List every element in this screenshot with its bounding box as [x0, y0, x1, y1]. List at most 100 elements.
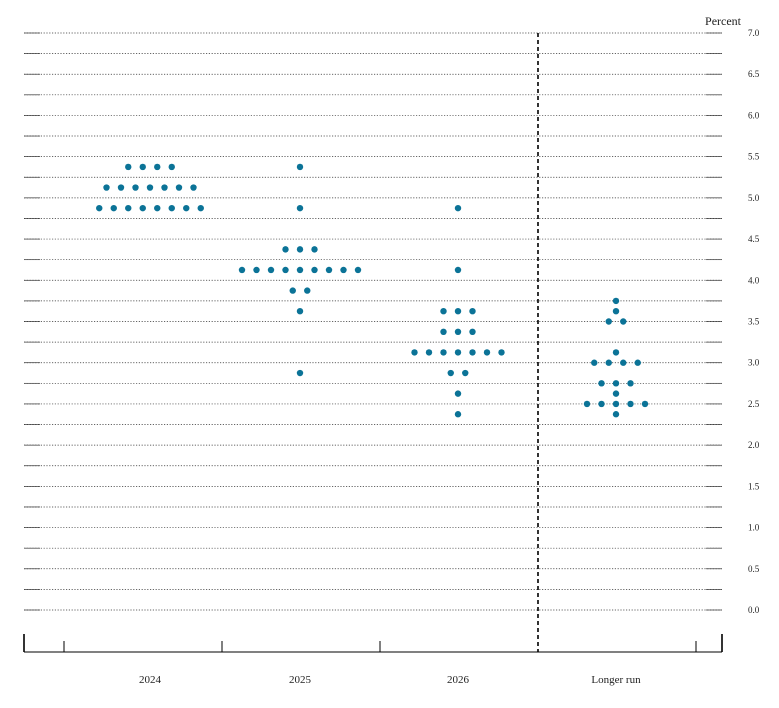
dot-point — [304, 287, 311, 294]
dot-point — [139, 204, 146, 212]
dot-point — [117, 184, 125, 191]
dot-point — [183, 204, 190, 212]
y-tick-label: 7.0 — [748, 28, 760, 38]
dot-point — [612, 380, 620, 387]
dot-point — [311, 266, 318, 274]
dot-point — [289, 287, 296, 294]
x-category-labels: 2024 2025 2026 Longer run — [139, 674, 641, 686]
dot-point — [627, 400, 634, 408]
dot-point — [238, 266, 246, 274]
dot-point — [469, 349, 476, 356]
y-tick-label: 2.5 — [748, 399, 760, 409]
dot-point — [125, 204, 132, 212]
dot-point — [168, 204, 175, 212]
dot-point — [197, 204, 204, 212]
dot-point — [325, 266, 333, 274]
dot-point — [96, 204, 103, 212]
dot-point — [154, 163, 161, 171]
dot-point — [591, 359, 598, 366]
dot-point — [440, 307, 447, 315]
y-tick-label: 1.5 — [748, 481, 760, 491]
y-tick-label: 4.5 — [748, 234, 760, 244]
dot-point — [296, 204, 304, 212]
dot-point — [296, 369, 304, 377]
dot-point — [620, 359, 627, 366]
dot-point — [267, 266, 275, 274]
y-tick-label: 6.5 — [748, 69, 760, 79]
dot-point — [612, 411, 620, 418]
dot-point — [612, 297, 620, 305]
dot-point — [296, 246, 304, 253]
y-tick-labels: 0.0 0.5 1.0 1.5 2.0 2.5 3.0 3.5 4.0 4.5 5.0 5.5 6.0 6… — [748, 28, 760, 615]
dot-point — [598, 380, 605, 387]
dot-point — [454, 349, 462, 356]
gridlines — [24, 32, 722, 611]
dot-point — [612, 390, 620, 397]
dot-point — [634, 359, 641, 366]
dot-point — [483, 349, 491, 356]
dot-point — [296, 163, 304, 171]
y-tick-label: 5.5 — [748, 152, 760, 162]
dot-point — [440, 328, 447, 336]
dot-point — [139, 163, 146, 171]
dot-point — [462, 369, 469, 377]
y-tick-label: 0.0 — [748, 605, 760, 615]
dot-point — [627, 380, 634, 387]
y-tick-label: 1.0 — [748, 523, 760, 533]
dot-point — [440, 349, 447, 356]
dot-point — [612, 349, 620, 356]
dot-point — [612, 307, 620, 315]
dot-point — [154, 204, 161, 212]
dot-point — [583, 400, 591, 408]
dot-point — [447, 369, 454, 377]
dot-point — [641, 400, 649, 408]
unit-label: Percent — [705, 14, 742, 28]
dot-point — [411, 349, 418, 356]
dot-point — [296, 307, 304, 315]
y-tick-label: 5.0 — [748, 193, 760, 203]
dot-point — [311, 246, 318, 253]
dot-point — [110, 204, 117, 212]
dot-point — [598, 400, 605, 408]
dot-point — [612, 400, 620, 408]
dot-point — [354, 266, 362, 274]
dot-point — [146, 184, 154, 191]
dots — [96, 163, 649, 418]
dot-point — [454, 390, 462, 397]
dot-point — [161, 184, 168, 191]
y-tick-label: 3.5 — [748, 317, 760, 327]
dot-point — [296, 266, 304, 274]
y-tick-label: 4.0 — [748, 275, 760, 285]
dot-point — [253, 266, 260, 274]
dot-point — [425, 349, 433, 356]
y-tick-label: 0.5 — [748, 564, 760, 574]
dot-point — [454, 307, 462, 315]
dot-point — [190, 184, 197, 191]
y-tick-label: 3.0 — [748, 358, 760, 368]
dot-point — [454, 266, 462, 274]
dot-point — [620, 318, 627, 325]
dot-point — [454, 204, 462, 212]
y-tick-label: 2.0 — [748, 440, 760, 450]
dot-point — [469, 328, 476, 336]
dot-point — [454, 328, 462, 336]
dot-point — [454, 411, 462, 418]
x-category-label: 2024 — [139, 674, 162, 686]
x-category-label: 2026 — [447, 674, 470, 686]
dot-point — [132, 184, 139, 191]
x-axis — [23, 634, 723, 653]
dot-point — [103, 184, 110, 191]
dot-point — [469, 307, 476, 315]
dot-point — [605, 318, 612, 325]
x-category-label: 2025 — [289, 674, 312, 686]
dot-point — [340, 266, 347, 274]
y-tick-label: 6.0 — [748, 110, 760, 120]
dot-point — [605, 359, 612, 366]
dot-point — [125, 163, 132, 171]
dot-point — [498, 349, 505, 356]
dot-point — [282, 266, 289, 274]
dot-point — [168, 163, 175, 171]
x-category-label: Longer run — [591, 674, 641, 686]
